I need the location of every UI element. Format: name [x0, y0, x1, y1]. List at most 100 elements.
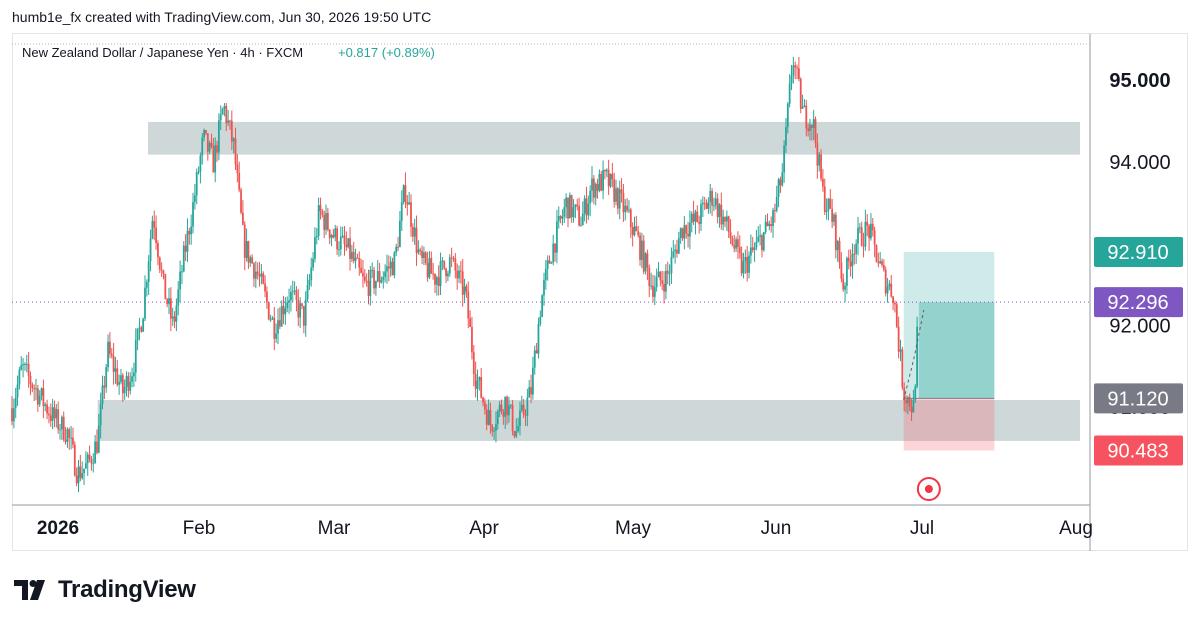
candle-body	[866, 221, 869, 226]
candle-body	[672, 251, 675, 258]
candle-body	[297, 300, 300, 318]
candle-body	[278, 320, 281, 327]
candle-body	[469, 318, 471, 327]
candle-body	[493, 430, 496, 432]
take-profit-area[interactable]	[903, 251, 995, 399]
candle-body	[171, 316, 174, 319]
candle-body	[561, 216, 564, 219]
candle-body	[836, 241, 839, 251]
candle-body	[406, 201, 409, 205]
candle-body	[480, 377, 483, 398]
candle-body	[179, 271, 181, 290]
time-tick-label: Feb	[183, 518, 216, 539]
candle-body	[467, 291, 470, 319]
candle-body	[790, 75, 793, 84]
candle-body	[781, 172, 784, 186]
candle-body	[858, 227, 861, 229]
candle-body	[362, 272, 364, 277]
candle-body	[666, 270, 669, 274]
candle-body	[626, 205, 629, 211]
candle-body	[668, 273, 671, 275]
candle-body	[635, 226, 638, 232]
candle-body	[724, 216, 726, 222]
candle-body	[387, 266, 390, 269]
time-tick-label: Aug	[1059, 518, 1093, 539]
candle-body	[749, 247, 752, 256]
candle-body	[339, 236, 342, 250]
candle-body	[251, 257, 254, 264]
candle-body	[138, 327, 141, 329]
support-zone[interactable]	[97, 400, 1081, 441]
candle-body	[393, 252, 396, 276]
candle-body	[471, 326, 473, 353]
candle-body	[799, 78, 802, 109]
candle-body	[463, 286, 466, 295]
candle-body	[365, 280, 368, 282]
candle-body	[59, 429, 61, 431]
candle-body	[698, 222, 701, 224]
candle-body	[341, 235, 344, 237]
candle-body	[653, 287, 656, 297]
candle-body	[709, 190, 712, 202]
candle-body	[738, 246, 741, 254]
last-price-badge: 92.296	[1094, 287, 1183, 318]
candle-body	[169, 298, 172, 319]
candle-body	[733, 244, 736, 249]
time-axis[interactable]: 2026 Feb Mar Apr May Jun Jul Aug	[37, 518, 1093, 539]
candle-body	[382, 276, 385, 281]
candle-body	[16, 384, 19, 398]
candle-body	[777, 179, 780, 197]
candle-body	[611, 173, 614, 180]
candle-body	[55, 409, 58, 419]
candle-body	[182, 245, 185, 272]
candle-body	[343, 235, 346, 245]
tradingview-logo[interactable]: TradingView	[14, 576, 196, 604]
candle-body	[661, 280, 664, 284]
candle-body	[120, 375, 122, 382]
candle-body	[386, 266, 388, 272]
candle-body	[696, 211, 699, 223]
candle-body	[783, 145, 786, 173]
candle-body	[613, 179, 616, 202]
candle-body	[500, 404, 503, 412]
candle-body	[554, 243, 556, 253]
candle-body	[472, 352, 475, 375]
candle-body	[609, 173, 612, 187]
candle-body	[567, 197, 569, 219]
candle-body	[598, 174, 601, 191]
last-price-badge-text: 92.296	[1107, 292, 1168, 314]
candle-body	[293, 290, 296, 292]
candle-body	[461, 271, 464, 295]
long-position-tool[interactable]	[903, 251, 995, 451]
candle-body	[352, 252, 355, 261]
candle-body	[369, 269, 372, 296]
candle-body	[485, 409, 488, 425]
candle-body	[275, 333, 278, 339]
stop-loss-area[interactable]	[903, 398, 995, 451]
candle-body	[801, 106, 804, 109]
candle-body	[544, 268, 547, 281]
candle-body	[269, 319, 272, 321]
candle-body	[600, 174, 603, 191]
resistance-zone[interactable]	[148, 121, 1081, 155]
stop-marker-ring	[916, 477, 941, 501]
candle-body	[31, 384, 34, 389]
candle-body	[227, 120, 230, 123]
candle-body	[105, 367, 108, 388]
candle-body	[103, 385, 106, 388]
candle-body	[888, 283, 891, 287]
candle-body	[186, 230, 189, 252]
candle-body	[846, 257, 848, 286]
candle-body	[855, 243, 858, 254]
zones-layer	[97, 121, 1081, 441]
candle-body	[443, 260, 446, 269]
candle-body	[690, 213, 693, 223]
candle-body	[908, 397, 911, 407]
candle-body	[762, 232, 765, 251]
candle-body	[66, 429, 69, 442]
candle-body	[328, 229, 331, 238]
candle-body	[266, 291, 268, 303]
candle-body	[193, 195, 196, 203]
candle-body	[535, 350, 538, 354]
